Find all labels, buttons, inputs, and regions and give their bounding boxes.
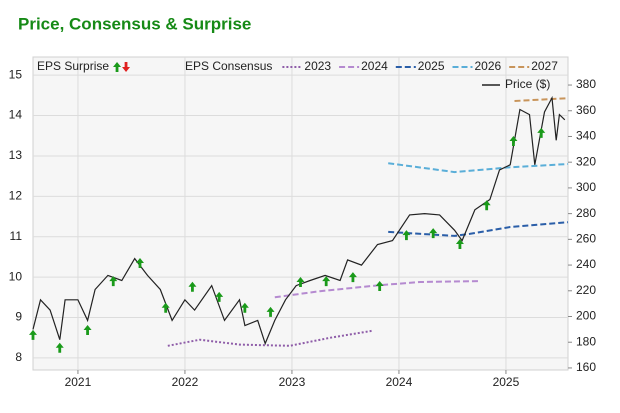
x-tick-label: 2023 xyxy=(279,375,306,389)
surprise-arrow xyxy=(509,136,518,147)
series-line xyxy=(388,162,569,174)
y2-tick-label: 180 xyxy=(576,334,596,348)
y2-tick-label: 220 xyxy=(576,283,596,297)
x-tick-label: 2024 xyxy=(386,375,413,389)
y2-tick-label: 260 xyxy=(576,232,596,246)
surprise-arrow xyxy=(240,302,249,313)
surprise-arrow xyxy=(215,291,224,302)
legend-label: 2027 xyxy=(531,59,558,73)
y-tick-label: 15 xyxy=(9,67,23,81)
series-line xyxy=(388,221,569,237)
legend-icon xyxy=(113,62,122,72)
surprise-arrow xyxy=(161,302,170,313)
x-tick-label: 2021 xyxy=(65,375,92,389)
legend-label: EPS Surprise xyxy=(37,59,109,73)
surprise-arrow xyxy=(537,127,546,138)
surprise-arrow xyxy=(188,281,197,292)
y2-tick-label: 200 xyxy=(576,309,596,323)
series-line xyxy=(167,329,373,347)
legend-icon xyxy=(122,62,131,72)
legend-label: 2023 xyxy=(304,59,331,73)
legend-label: 2024 xyxy=(361,59,388,73)
y2-tick-label: 340 xyxy=(576,129,596,143)
surprise-arrow xyxy=(55,342,64,353)
y2-tick-label: 300 xyxy=(576,180,596,194)
x-tick-label: 2025 xyxy=(493,375,520,389)
series-line xyxy=(32,95,566,346)
surprise-arrow xyxy=(83,325,92,336)
y-tick-label: 13 xyxy=(9,148,23,162)
legend-label: Price ($) xyxy=(505,77,550,91)
chart-title: Price, Consensus & Surprise xyxy=(18,14,251,33)
y-tick-label: 9 xyxy=(15,310,22,324)
surprise-arrow xyxy=(296,276,305,287)
surprise-arrow xyxy=(429,228,438,239)
y-tick-label: 12 xyxy=(9,189,23,203)
y-tick-label: 8 xyxy=(15,350,22,364)
y2-tick-label: 160 xyxy=(576,360,596,374)
y2-tick-label: 380 xyxy=(576,77,596,91)
y2-tick-label: 240 xyxy=(576,257,596,271)
y2-tick-label: 280 xyxy=(576,206,596,220)
y-tick-label: 10 xyxy=(9,269,23,283)
y2-tick-label: 320 xyxy=(576,154,596,168)
surprise-arrow xyxy=(266,306,275,317)
series-line xyxy=(274,280,481,299)
legend-label: 2025 xyxy=(418,59,445,73)
y-tick-label: 11 xyxy=(10,229,23,243)
x-tick-label: 2022 xyxy=(172,375,199,389)
legend-label: 2026 xyxy=(475,59,502,73)
legend-label: EPS Consensus xyxy=(185,59,272,73)
plot-area xyxy=(32,56,569,371)
surprise-arrow xyxy=(348,272,357,283)
surprise-arrow xyxy=(109,276,118,287)
surprise-arrow xyxy=(375,280,384,291)
surprise-arrow xyxy=(136,257,144,268)
surprise-arrow xyxy=(402,230,411,241)
surprise-arrow xyxy=(322,276,331,287)
y2-tick-label: 360 xyxy=(576,103,596,117)
y-tick-label: 14 xyxy=(9,108,23,122)
surprise-arrow xyxy=(29,329,37,340)
surprise-arrow xyxy=(455,238,464,249)
surprise-arrow xyxy=(482,200,491,211)
